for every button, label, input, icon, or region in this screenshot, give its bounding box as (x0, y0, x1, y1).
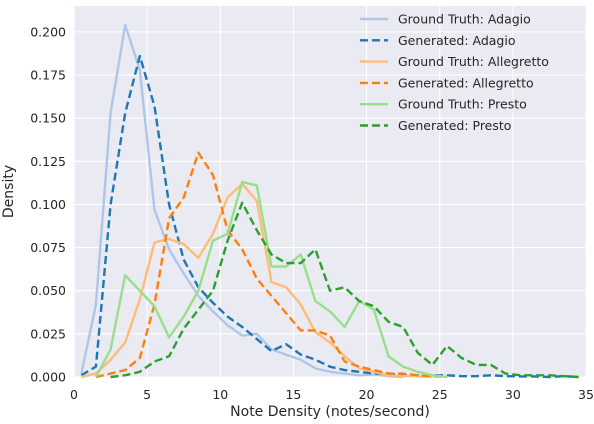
series-line-ground-truth-adagio (80, 23, 404, 379)
y-tick-label: 0.200 (30, 24, 66, 39)
y-tick-label: 0.050 (30, 283, 66, 298)
series-line-ground-truth-presto (94, 180, 448, 379)
y-tick-label: 0.125 (30, 154, 66, 169)
x-tick-label: 10 (212, 387, 228, 402)
legend-label: Ground Truth: Allegretto (398, 54, 549, 69)
series-line-generated-presto (110, 201, 579, 379)
y-tick-label: 0.175 (30, 68, 66, 83)
series-lines (80, 23, 579, 379)
x-tick-label: 30 (505, 387, 521, 402)
y-tick-label: 0.150 (30, 111, 66, 126)
series-line-ground-truth-allegretto (81, 182, 433, 379)
x-tick-label: 15 (285, 387, 301, 402)
x-tick-label: 5 (143, 387, 151, 402)
x-tick-labels: 0 5 10 15 20 25 30 35 (70, 387, 594, 402)
y-tick-label: 0.000 (30, 370, 66, 385)
y-tick-label: 0.100 (30, 197, 66, 212)
series-line-generated-adagio (80, 54, 579, 379)
x-axis-label: Note Density (notes/second) (230, 404, 430, 420)
x-tick-label: 25 (432, 387, 448, 402)
y-tick-labels: 0.000 0.025 0.050 0.075 0.100 0.125 0.150 0.175… (30, 24, 66, 384)
legend-label: Ground Truth: Adagio (398, 12, 531, 27)
x-tick-label: 35 (578, 387, 594, 402)
y-tick-label: 0.075 (30, 240, 66, 255)
y-tick-label: 0.025 (30, 326, 66, 341)
series-line-generated-allegretto (95, 151, 448, 379)
x-tick-label: 20 (359, 387, 375, 402)
y-axis-label: Density (1, 165, 17, 218)
legend-label: Generated: Adagio (398, 33, 515, 48)
legend: Ground Truth: Adagio Generated: Adagio Gro… (360, 12, 549, 133)
legend-label: Generated: Allegretto (398, 75, 534, 90)
legend-label: Generated: Presto (398, 118, 511, 133)
x-tick-label: 0 (70, 387, 78, 402)
legend-label: Ground Truth: Presto (398, 97, 527, 112)
